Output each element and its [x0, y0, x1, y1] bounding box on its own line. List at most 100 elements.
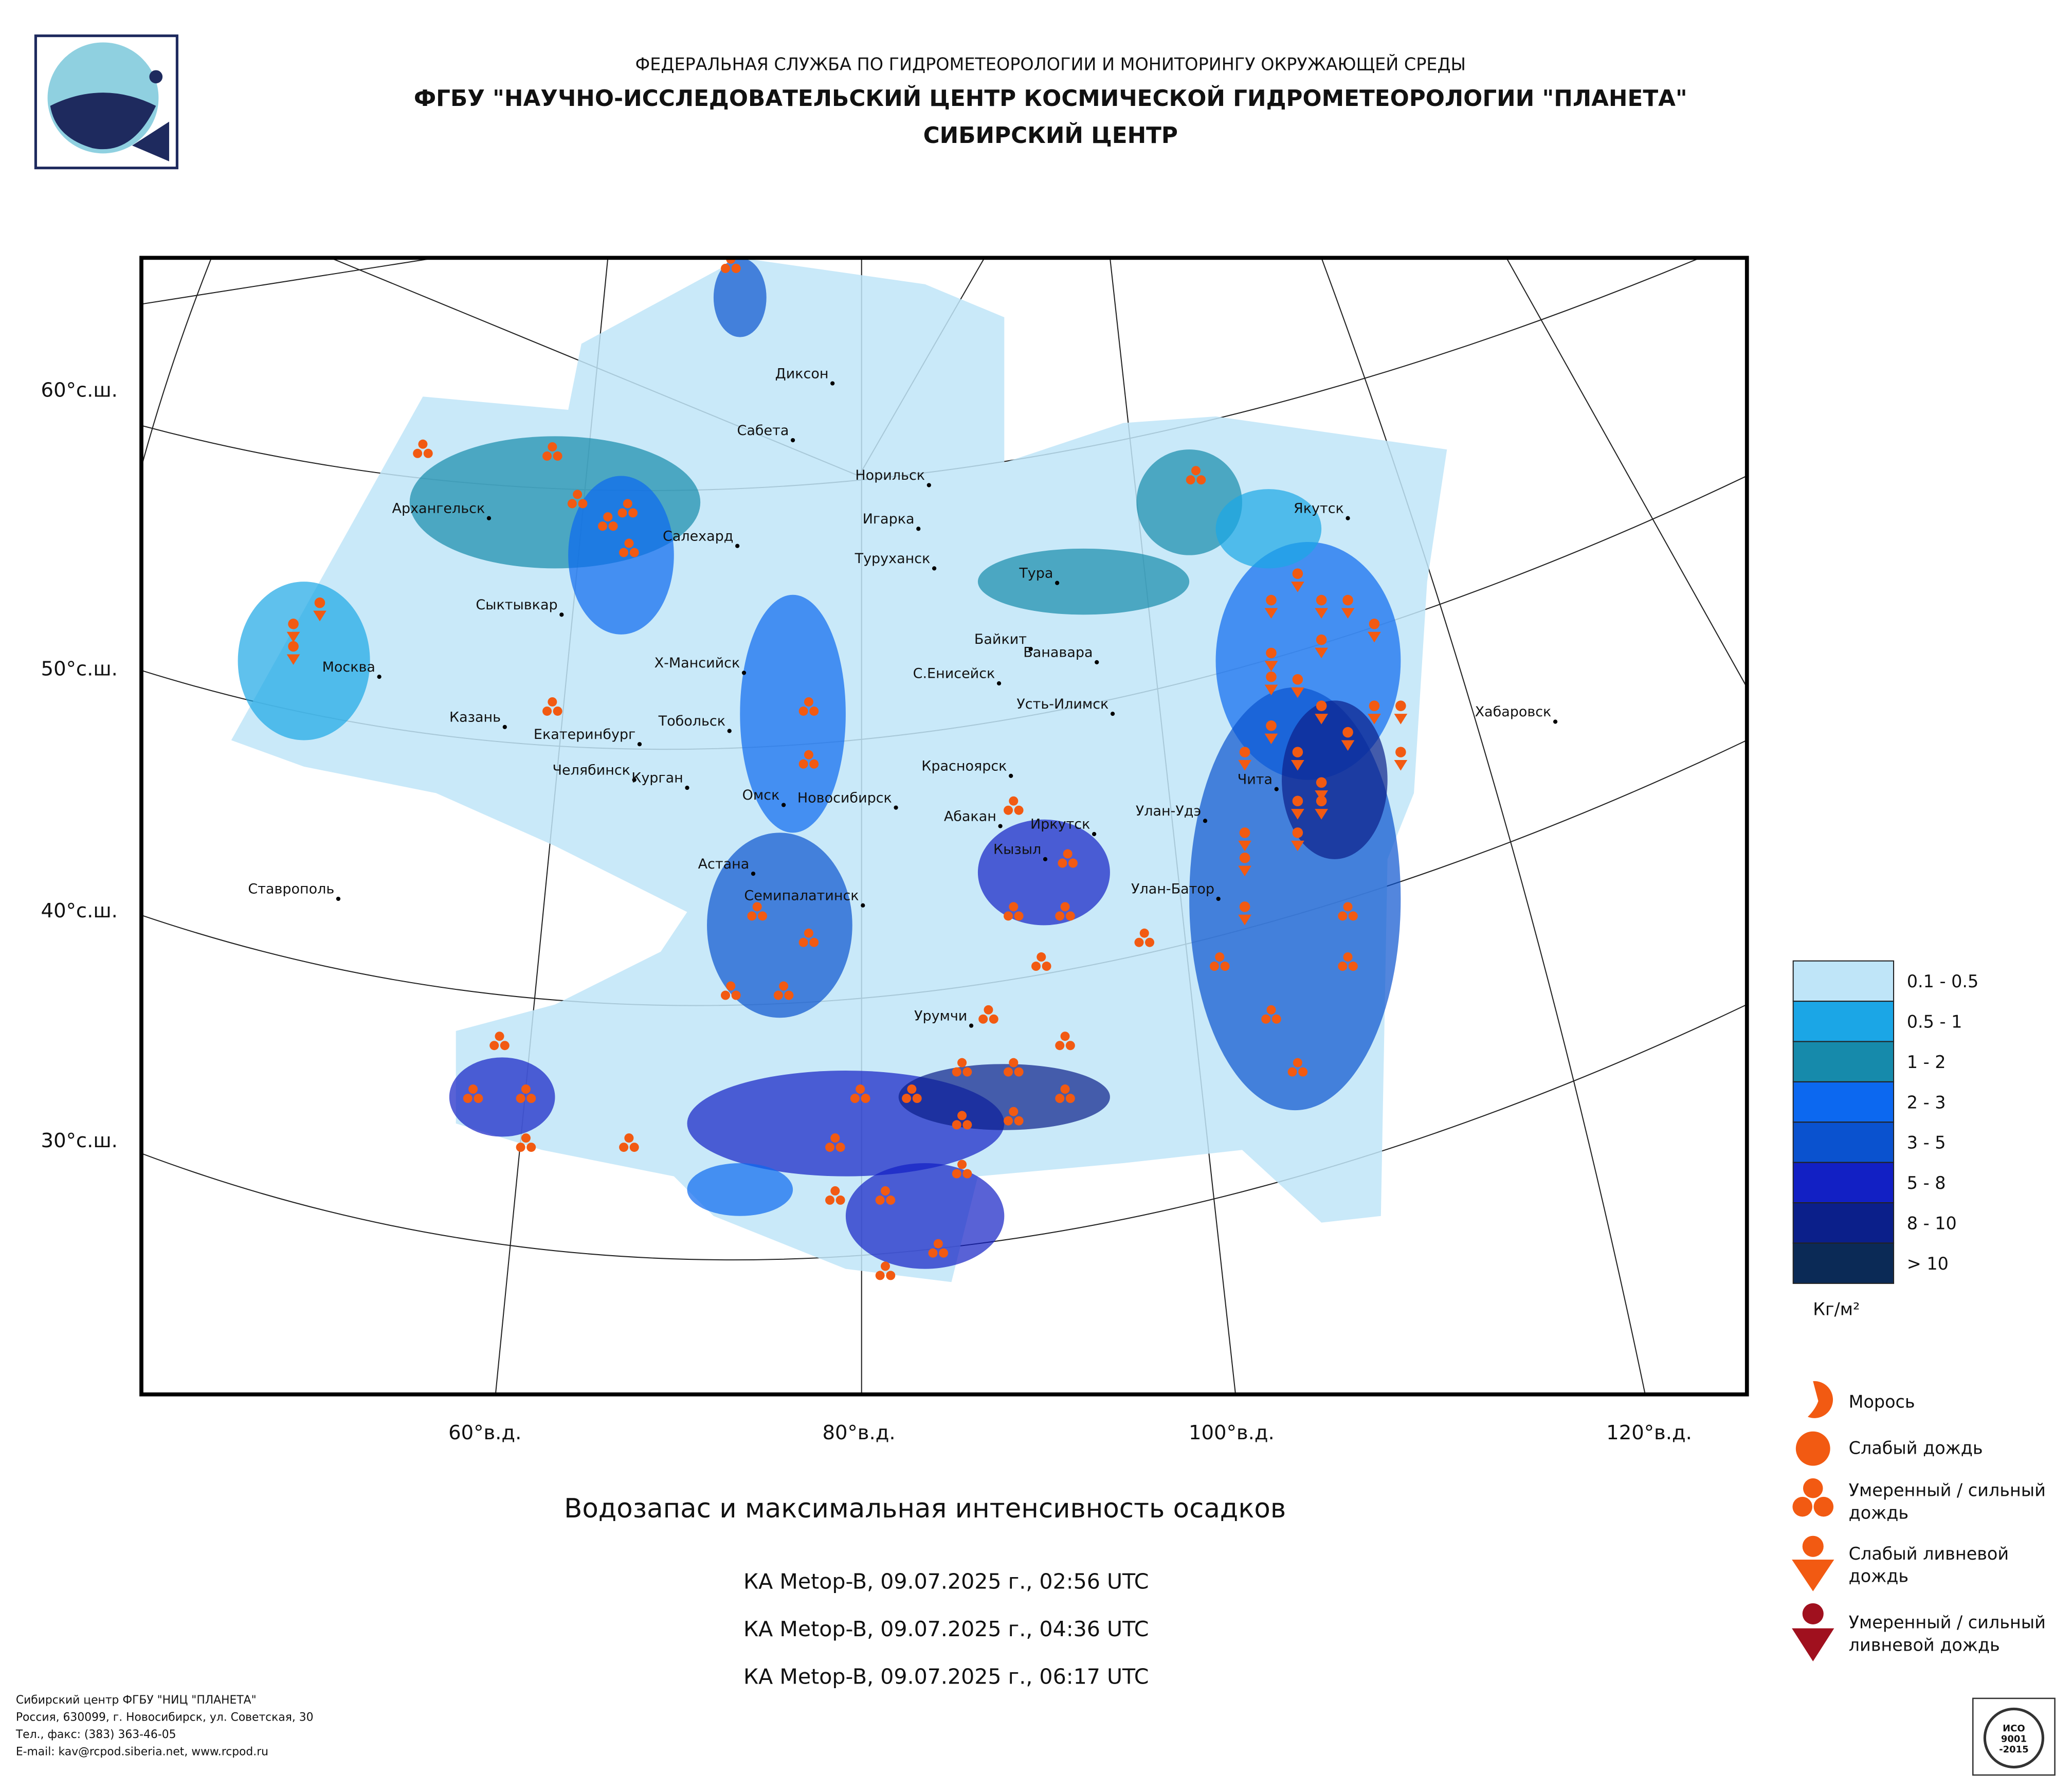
city-dot — [377, 675, 381, 679]
shower-symbol — [1238, 840, 1251, 852]
legend-icon — [1792, 1628, 1834, 1661]
shower-symbol — [1316, 634, 1327, 645]
city-label: Абакан — [944, 808, 996, 824]
legend-icon — [1813, 1496, 1834, 1517]
rain-symbol — [779, 981, 789, 991]
rain-symbol — [784, 990, 794, 1000]
city-label: Норильск — [855, 467, 925, 483]
precip-label: Умеренный / сильный — [1849, 1480, 2046, 1500]
legend-icon — [1792, 1496, 1812, 1517]
legend-swatch — [1792, 1081, 1895, 1123]
rain-symbol — [984, 1005, 993, 1015]
rain-symbol — [957, 1058, 967, 1068]
rain-symbol — [516, 1094, 525, 1103]
legend-swatch — [1792, 1202, 1895, 1244]
shower-symbol — [1292, 674, 1303, 685]
city-label: Курган — [631, 770, 683, 786]
city-label: С.Енисейск — [913, 666, 995, 682]
cloud-blob — [977, 819, 1110, 926]
precip-label: Слабый ливневой — [1849, 1544, 2009, 1564]
rain-symbol — [1004, 1067, 1013, 1077]
precip-label: дождь — [1849, 1503, 1909, 1523]
rain-symbol — [907, 1084, 917, 1094]
city-label: Иркутск — [1030, 817, 1090, 833]
shower-symbol — [1264, 608, 1278, 619]
rain-symbol — [1009, 1107, 1019, 1116]
shower-symbol — [1291, 582, 1304, 592]
rain-symbol — [804, 750, 813, 759]
city-dot — [894, 805, 898, 810]
shower-symbol — [313, 610, 326, 622]
cloud-water — [238, 258, 1401, 1269]
shower-symbol — [1266, 647, 1277, 659]
precip-label: Умеренный / сильный — [1849, 1613, 2046, 1633]
legend-label: > 10 — [1907, 1254, 1949, 1274]
rain-symbol — [875, 1195, 885, 1205]
rain-symbol — [1338, 962, 1348, 971]
city-label: Екатеринбург — [534, 727, 635, 743]
city-dot — [1095, 660, 1099, 664]
rain-symbol — [624, 1133, 634, 1143]
city-dot — [727, 729, 732, 733]
cloud-blob — [707, 833, 852, 1018]
city-label: Тура — [1019, 565, 1053, 581]
satellite-pass: КА Metop-B, 09.07.2025 г., 06:17 UTC — [743, 1665, 1149, 1689]
rain-symbol — [1063, 849, 1073, 859]
shower-symbol — [1315, 608, 1329, 619]
city-label: Ванавара — [1023, 645, 1093, 661]
rain-symbol — [495, 1032, 504, 1041]
lat-label: 40°с.ш. — [41, 899, 118, 922]
city-dot — [926, 483, 931, 487]
rain-symbol — [835, 1195, 845, 1205]
legend-icon — [1792, 1560, 1834, 1591]
city-label: Кызыл — [993, 842, 1041, 858]
shower-symbol — [286, 654, 300, 665]
lon-label: 80°в.д. — [822, 1421, 895, 1444]
rain-symbol — [489, 1041, 499, 1051]
shower-symbol — [1369, 619, 1380, 629]
rain-symbol — [721, 990, 731, 1000]
rain-symbol — [721, 263, 731, 273]
rain-symbol — [1055, 1041, 1065, 1051]
rain-symbol — [1134, 937, 1144, 947]
cloud-blob — [1215, 489, 1322, 569]
rain-symbol — [804, 697, 813, 707]
rain-symbol — [1145, 937, 1155, 947]
lat-label: 60°с.ш. — [41, 378, 118, 402]
cities: Диксон Сабета Норильск Игарка Туруханск Архан… — [248, 366, 1558, 1028]
rain-symbol — [1065, 1041, 1075, 1051]
city-dot — [1055, 581, 1060, 585]
satellite-pass: КА Metop-B, 09.07.2025 г., 02:56 UTC — [743, 1569, 1149, 1594]
rain-symbol — [731, 990, 741, 1000]
rain-symbol — [628, 508, 638, 518]
rain-symbol — [603, 512, 613, 522]
rain-symbol — [553, 706, 562, 716]
legend-icon — [1807, 1381, 1833, 1418]
city-label: Астана — [698, 856, 750, 872]
precip-label: Слабый дождь — [1849, 1438, 1983, 1458]
city-label: Салехард — [663, 528, 733, 544]
city-dot — [781, 803, 786, 807]
city-label: Омск — [742, 787, 780, 803]
rain-symbol — [619, 548, 629, 557]
rain-symbol — [1065, 911, 1075, 921]
precip-label: дождь — [1849, 1566, 1909, 1586]
rain-symbol — [978, 1014, 988, 1024]
rain-symbol — [957, 1160, 967, 1169]
legend-label: 1 - 2 — [1907, 1052, 1946, 1072]
rain-symbol — [773, 990, 783, 1000]
rain-symbol — [952, 1169, 961, 1179]
rain-symbol — [939, 1248, 949, 1258]
shower-symbol — [1395, 747, 1406, 757]
map: Диксон Сабета Норильск Игарка Туруханск Архан… — [141, 258, 1747, 1395]
cloud-blob — [898, 1064, 1110, 1130]
city-dot — [637, 742, 642, 747]
rain-symbol — [912, 1094, 922, 1103]
city-dot — [1092, 831, 1097, 837]
rain-symbol — [881, 1186, 890, 1196]
rain-symbol — [1215, 952, 1225, 962]
city-label: Якутск — [1294, 500, 1344, 516]
precip-symbols — [286, 258, 1408, 1280]
rain-symbol — [1004, 805, 1013, 815]
city-label: Хабаровск — [1475, 704, 1552, 720]
